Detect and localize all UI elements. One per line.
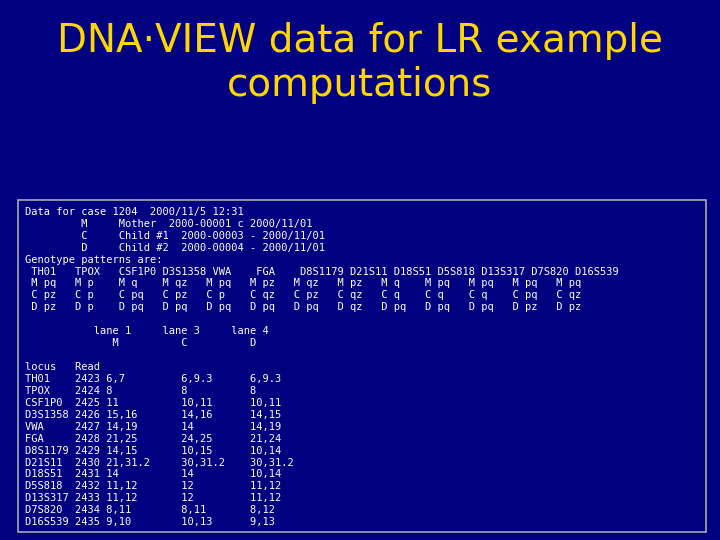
Text: D16S539 2435 9,10        10,13      9,13: D16S539 2435 9,10 10,13 9,13 [25, 517, 275, 527]
Text: D pz   D p    D pq   D pq   D pq   D pq   D pq   D qz   D pq   D pq   D pq   D p: D pz D p D pq D pq D pq D pq D pq D qz D… [25, 302, 582, 312]
Text: Data for case 1204  2000/11/5 12:31: Data for case 1204 2000/11/5 12:31 [25, 207, 244, 217]
Text: TH01    2423 6,7         6,9.3      6,9.3: TH01 2423 6,7 6,9.3 6,9.3 [25, 374, 282, 384]
Text: lane 1     lane 3     lane 4: lane 1 lane 3 lane 4 [25, 326, 269, 336]
Text: D5S818  2432 11,12       12         11,12: D5S818 2432 11,12 12 11,12 [25, 482, 282, 491]
Text: locus   Read: locus Read [25, 362, 100, 372]
Text: D8S1179 2429 14,15       10,15      10,14: D8S1179 2429 14,15 10,15 10,14 [25, 446, 282, 456]
Text: D21S11  2430 21,31.2     30,31.2    30,31.2: D21S11 2430 21,31.2 30,31.2 30,31.2 [25, 457, 294, 468]
Text: D3S1358 2426 15,16       14,16      14,15: D3S1358 2426 15,16 14,16 14,15 [25, 410, 282, 420]
Text: D     Child #2  2000-00004 - 2000/11/01: D Child #2 2000-00004 - 2000/11/01 [25, 242, 325, 253]
Text: TH01   TPOX   CSF1P0 D3S1358 VWA    FGA    D8S1179 D21S11 D18S51 D5S818 D13S317 : TH01 TPOX CSF1P0 D3S1358 VWA FGA D8S1179… [25, 267, 619, 276]
Text: TPOX    2424 8           8          8: TPOX 2424 8 8 8 [25, 386, 256, 396]
Text: C     Child #1  2000-00003 - 2000/11/01: C Child #1 2000-00003 - 2000/11/01 [25, 231, 325, 241]
Text: M     Mother  2000-00001 c 2000/11/01: M Mother 2000-00001 c 2000/11/01 [25, 219, 312, 229]
Bar [18, 200, 706, 532]
Text: D13S317 2433 11,12       12         11,12: D13S317 2433 11,12 12 11,12 [25, 494, 282, 503]
Text: D7S820  2434 8,11        8,11       8,12: D7S820 2434 8,11 8,11 8,12 [25, 505, 275, 515]
Text: D18S51  2431 14          14         10,14: D18S51 2431 14 14 10,14 [25, 469, 282, 480]
Text: Genotype patterns are:: Genotype patterns are: [25, 254, 163, 265]
Text: CSF1P0  2425 11          10,11      10,11: CSF1P0 2425 11 10,11 10,11 [25, 398, 282, 408]
Text: M          C          D: M C D [25, 338, 256, 348]
Text: VWA     2427 14,19       14         14,19: VWA 2427 14,19 14 14,19 [25, 422, 282, 432]
Text: M pq   M p    M q    M qz   M pq   M pz   M qz   M pz   M q    M pq   M pq   M p: M pq M p M q M qz M pq M pz M qz M pz M … [25, 279, 582, 288]
Text: FGA     2428 21,25       24,25      21,24: FGA 2428 21,25 24,25 21,24 [25, 434, 282, 444]
Text: C pz   C p    C pq   C pz   C p    C qz   C pz   C qz   C q    C q    C q    C p: C pz C p C pq C pz C p C qz C pz C qz C … [25, 291, 582, 300]
Text: DNA·VIEW data for LR example
computations: DNA·VIEW data for LR example computation… [57, 22, 663, 104]
